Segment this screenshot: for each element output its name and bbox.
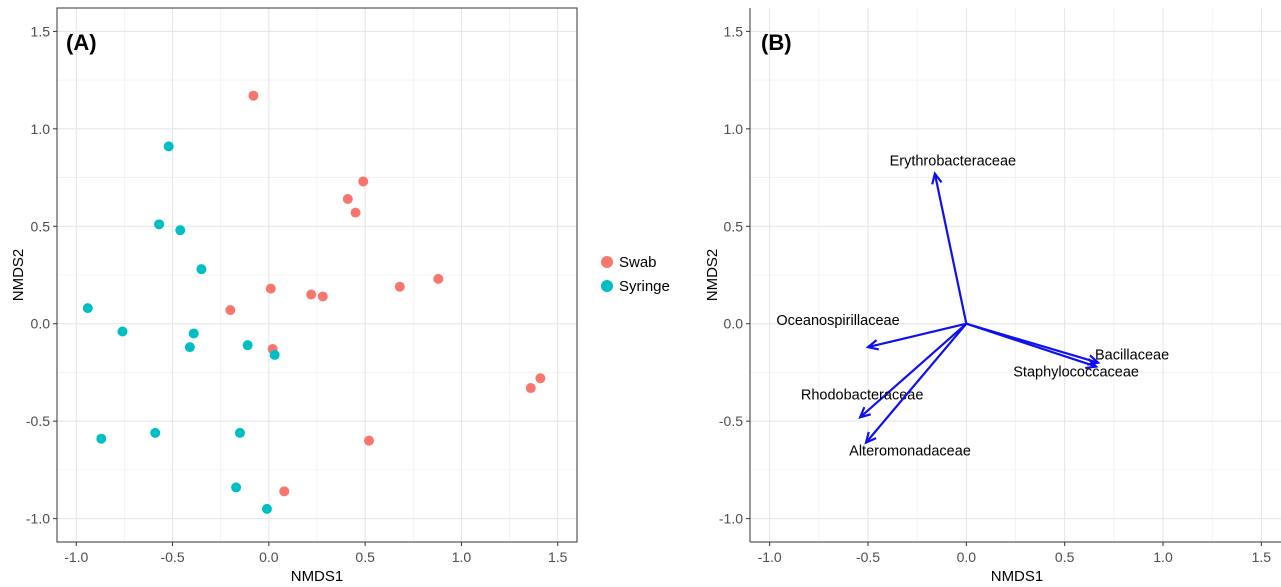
- syringe-point: [184, 342, 195, 353]
- panel-a-y-tick-label: 0.5: [31, 218, 51, 234]
- vector-arrowhead-erythrobacteraceae: [931, 171, 943, 185]
- panel-b-x-tick-label: -1.0: [758, 549, 782, 565]
- panel-b-x-axis-label: NMDS1: [991, 568, 1044, 585]
- syringe-point: [231, 482, 242, 493]
- legend-syringe-marker: [601, 280, 613, 292]
- vector-arrow-staphylococcaceae: [965, 322, 1097, 368]
- panel-b-y-tick-label: 1.5: [724, 23, 744, 39]
- panel-b-x-tick-label: 1.5: [1252, 549, 1272, 565]
- vector-arrow-oceanospirillaceae: [867, 322, 967, 349]
- vector-label-alteromonadaceae: Alteromonadaceae: [849, 444, 971, 460]
- panel-a-x-tick-label: -1.0: [64, 549, 88, 565]
- swab-point: [535, 373, 546, 384]
- panel-a-points: [82, 90, 546, 514]
- swab-point: [225, 305, 236, 316]
- panel-a-x-tick-label: 1.0: [452, 549, 472, 565]
- panel-a-ticks: -1.0 -0.5 0.0 0.5 1.0 1.5 -1.0 -0.5 0.0 0.5 1.0 1.5: [26, 23, 568, 565]
- swab-point: [342, 193, 353, 204]
- panel-a-x-tick-label: -0.5: [160, 549, 184, 565]
- panel-a-x-tick-label: 0.5: [355, 549, 375, 565]
- panel-a-y-tick-label: 1.0: [31, 121, 51, 137]
- syringe-point: [269, 349, 280, 360]
- syringe-point: [154, 219, 165, 230]
- panel-b-y-axis-label: NMDS2: [704, 249, 721, 302]
- syringe-point: [96, 433, 107, 444]
- swab-point: [306, 289, 317, 300]
- vector-arrowhead-alteromonadaceae: [864, 431, 877, 445]
- vector-arrow-erythrobacteraceae: [933, 173, 968, 324]
- legend-syringe-label: Syringe: [619, 278, 670, 295]
- swab-point: [248, 90, 259, 101]
- vector-label-rhodobacteraceae: Rhodobacteraceae: [801, 387, 924, 403]
- syringe-point: [163, 141, 174, 152]
- swab-point: [317, 291, 328, 302]
- panel-a-y-axis-label: NMDS2: [10, 249, 27, 302]
- legend-swab-marker: [601, 256, 613, 268]
- syringe-point: [82, 303, 93, 314]
- panel-a-y-tick-label: -0.5: [26, 413, 50, 429]
- syringe-point: [175, 225, 186, 236]
- swab-point: [350, 207, 361, 218]
- syringe-point: [234, 427, 245, 438]
- panel-b-y-tick-label: 0.5: [724, 218, 744, 234]
- panel-a-label: (A): [66, 30, 97, 55]
- panel-b-ticks: -1.0 -0.5 0.0 0.5 1.0 1.5 -1.0 -0.5 0.0 0.5 1.0 1.5: [719, 8, 1281, 565]
- syringe-point: [117, 326, 128, 337]
- panel-b-y-tick-label: -1.0: [719, 511, 743, 527]
- syringe-point: [196, 264, 207, 275]
- swab-point: [364, 435, 374, 446]
- vector-arrowhead-staphylococcaceae: [1085, 358, 1099, 370]
- syringe-point: [242, 340, 253, 351]
- panel-a-grid: [57, 8, 577, 542]
- vector-label-staphylococcaceae: Staphylococcaceae: [1013, 365, 1139, 381]
- swab-point: [433, 273, 444, 284]
- panel-a-x-axis-label: NMDS1: [291, 568, 344, 585]
- panel-a-y-tick-label: -1.0: [26, 511, 50, 527]
- panel-a-y-tick-label: 1.5: [31, 23, 51, 39]
- panel-a-y-tick-label: 0.0: [31, 316, 51, 332]
- swab-point: [525, 383, 536, 394]
- panel-b-vectors: Erythrobacteraceae Oceanospirillaceae Baci…: [704, 8, 1281, 585]
- panel-b-label: (B): [761, 30, 792, 55]
- swab-point: [394, 281, 405, 292]
- panel-a-x-tick-label: 0.0: [259, 549, 279, 565]
- panel-b-x-tick-label: 0.5: [1055, 549, 1075, 565]
- panel-a-x-tick-label: 1.5: [548, 549, 568, 565]
- vector-arrowhead-oceanospirillaceae: [865, 339, 879, 351]
- swab-point: [358, 176, 369, 187]
- panel-b-x-tick-label: -0.5: [856, 549, 880, 565]
- panel-a-border: [56, 7, 578, 543]
- vector-arrow-alteromonadaceae: [865, 323, 968, 444]
- vector-arrow-rhodobacteraceae: [859, 322, 968, 419]
- swab-point: [279, 486, 290, 497]
- syringe-point: [188, 328, 199, 339]
- panel-b-y-tick-label: -0.5: [719, 413, 743, 429]
- vector-label-erythrobacteraceae: Erythrobacteraceae: [890, 154, 1017, 170]
- panel-b-x-tick-label: 1.0: [1153, 549, 1173, 565]
- panel-b-arrows: Erythrobacteraceae Oceanospirillaceae Baci…: [776, 154, 1169, 460]
- swab-point: [265, 283, 276, 294]
- vector-arrowhead-rhodobacteraceae: [858, 406, 872, 419]
- panel-b-y-tick-label: 1.0: [724, 121, 744, 137]
- panel-a-scatter: -1.0 -0.5 0.0 0.5 1.0 1.5 -1.0 -0.5 0.0 0.5 1.0 1.5…: [10, 7, 578, 585]
- panel-b-grid: [750, 8, 1281, 542]
- panel-b-x-tick-label: 0.0: [957, 549, 977, 565]
- vector-label-bacillaceae: Bacillaceae: [1095, 348, 1169, 364]
- legend-swab-label: Swab: [619, 254, 657, 271]
- legend: Swab Syringe: [601, 254, 670, 295]
- vector-label-oceanospirillaceae: Oceanospirillaceae: [776, 313, 899, 329]
- syringe-point: [150, 427, 161, 438]
- syringe-point: [261, 503, 272, 514]
- panel-b-y-tick-label: 0.0: [724, 316, 744, 332]
